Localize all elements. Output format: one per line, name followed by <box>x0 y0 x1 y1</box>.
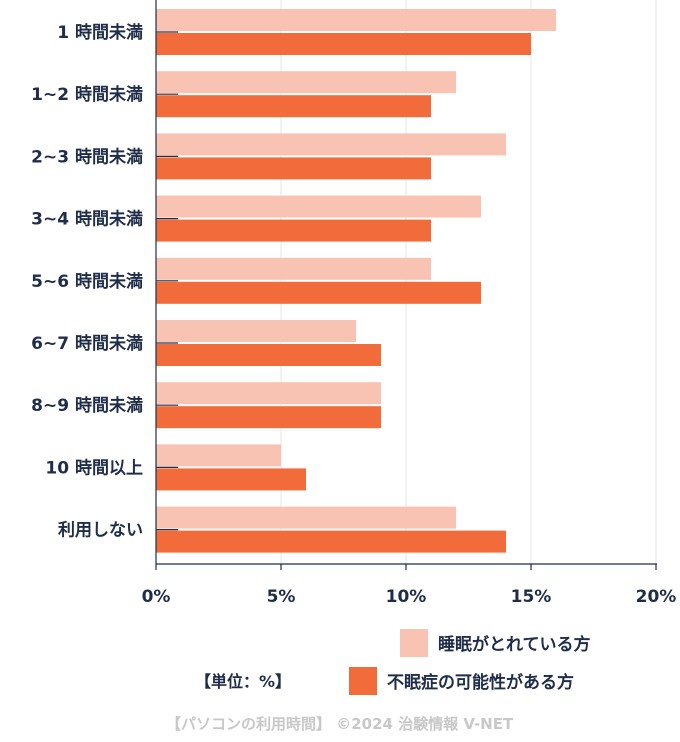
bar-sleep-ok <box>156 71 456 94</box>
bars <box>156 9 556 553</box>
bar-insomnia-risk <box>156 281 481 304</box>
legend-label-sleep-ok: 睡眠がとれている方 <box>438 634 591 655</box>
legend-label-insomnia-risk: 不眠症の可能性がある方 <box>387 672 574 693</box>
bar-insomnia-risk <box>156 406 381 429</box>
category-label: 1 時間未満 <box>57 22 143 43</box>
category-label: 8~9 時間未満 <box>31 395 143 416</box>
legend-swatch-sleep-ok <box>400 629 428 657</box>
x-tick-label: 0% <box>142 587 171 607</box>
bar-sleep-ok <box>156 195 481 218</box>
bar-sleep-ok <box>156 506 456 529</box>
category-label: 2~3 時間未満 <box>31 146 143 167</box>
bar-sleep-ok <box>156 9 556 31</box>
credit: 【パソコンの利用時間】 ©2024 治験情報 V-NET <box>166 715 514 733</box>
bar-insomnia-risk <box>156 95 431 118</box>
category-label: 10 時間以上 <box>45 457 143 478</box>
x-tick-label: 10% <box>386 587 427 607</box>
bar-insomnia-risk <box>156 33 531 55</box>
bar-sleep-ok <box>156 320 356 342</box>
legend-swatch-insomnia-risk <box>349 667 377 695</box>
category-label: 利用しない <box>58 520 143 541</box>
legend: 睡眠がとれている方 【単位：%】 不眠症の可能性がある方 <box>195 629 591 695</box>
bar-insomnia-risk <box>156 344 381 366</box>
bar-sleep-ok <box>156 133 506 156</box>
bar-insomnia-risk <box>156 468 306 491</box>
category-label: 3~4 時間未満 <box>31 209 143 230</box>
x-tick-labels: 0% 5% 10% 15% 20% <box>142 587 677 607</box>
x-tick-label: 5% <box>267 587 296 607</box>
bar-sleep-ok <box>156 444 281 467</box>
category-label: 1~2 時間未満 <box>31 84 143 105</box>
x-tick-label: 20% <box>636 587 677 607</box>
bar-sleep-ok <box>156 257 431 280</box>
category-label: 6~7 時間未満 <box>31 333 143 354</box>
bar-sleep-ok <box>156 382 381 405</box>
bar-insomnia-risk <box>156 530 506 553</box>
x-tick-label: 15% <box>511 587 552 607</box>
bar-insomnia-risk <box>156 219 431 242</box>
unit-note: 【単位：%】 <box>195 672 291 691</box>
axes <box>155 0 657 570</box>
category-labels: 1 時間未満 1~2 時間未満 2~3 時間未満 3~4 時間未満 5~6 時間未満 6~… <box>31 22 143 541</box>
category-label: 5~6 時間未満 <box>31 271 143 292</box>
bar-insomnia-risk <box>156 157 431 180</box>
